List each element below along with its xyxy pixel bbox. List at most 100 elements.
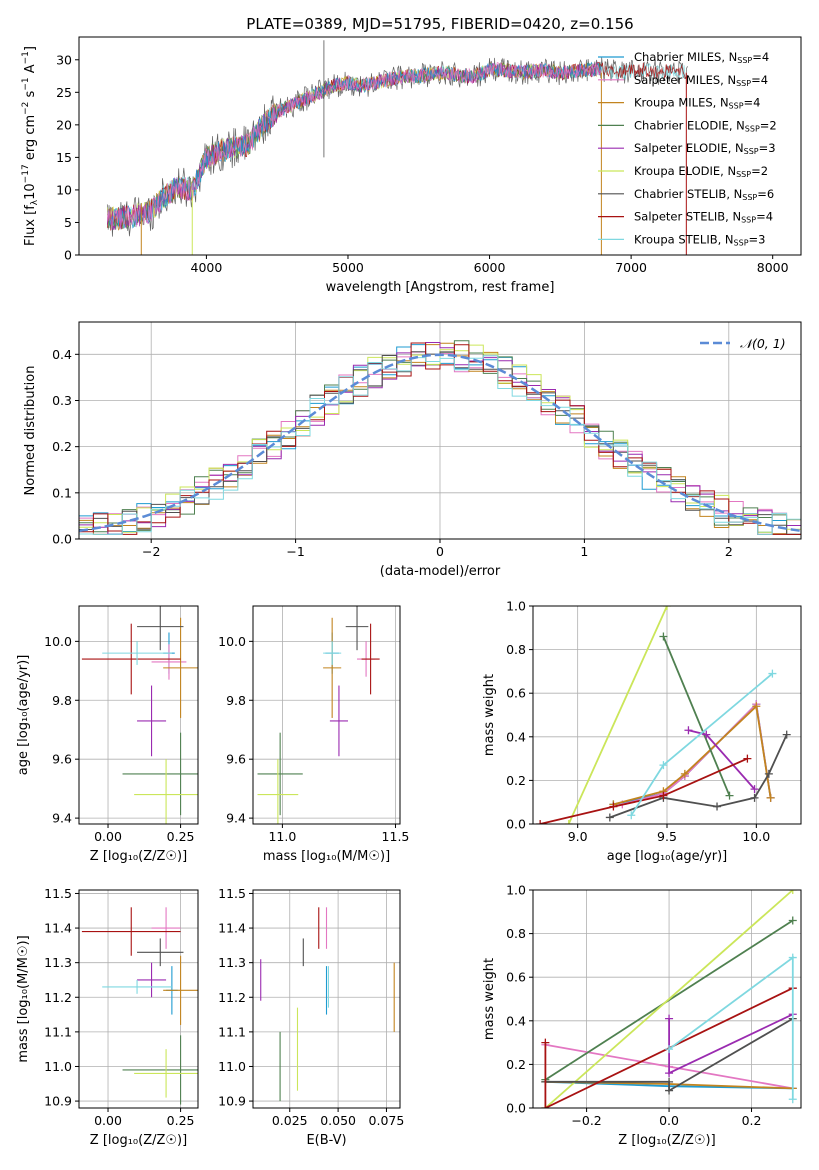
weight-marker	[750, 785, 759, 794]
x-tick-label: 0.0	[659, 1113, 679, 1128]
y-axis-label-part: erg cm	[23, 115, 38, 164]
weight-marker	[788, 953, 797, 962]
y-axis-label: mass weight	[482, 958, 497, 1040]
x-tick-label: 9.5	[657, 829, 677, 844]
y-tick-label: 0.8	[506, 926, 526, 941]
y-tick-label: 0.6	[506, 686, 526, 701]
spectrum-panel: 4000 5000 6000 7000 8000 0 5 10 15 20 25 30 waveleng…	[21, 36, 802, 295]
y-tick-label: 11.1	[218, 1024, 246, 1039]
legend-label: Kroupa STELIB, NSSP=3	[634, 232, 765, 247]
y-tick-label: 1.0	[506, 883, 526, 898]
y-tick-label: 0.3	[52, 393, 72, 408]
weight-marker	[782, 730, 791, 739]
y-tick-label: 11.3	[218, 955, 246, 970]
x-axis-label: age [log₁₀(age/yr)]	[607, 849, 728, 864]
y-tick-label: 0.1	[52, 485, 72, 500]
legend-label: Salpeter STELIB, NSSP=4	[634, 210, 773, 225]
points-group	[81, 606, 198, 824]
x-tick-label: 0.25	[167, 829, 195, 844]
y-tick-label: 10	[56, 182, 72, 197]
weight-marker	[750, 793, 759, 802]
x-tick-label: 2	[725, 544, 733, 559]
weight-marker	[752, 702, 761, 711]
weight-marker	[659, 632, 668, 641]
points-group	[257, 606, 380, 824]
spectrum-line	[106, 62, 602, 231]
weight-marker	[609, 802, 618, 811]
y-tick-label: 20	[56, 117, 72, 132]
y-tick-label: 0.0	[506, 817, 526, 832]
x-tick-label: 8000	[757, 260, 789, 275]
x-tick-label: 0.00	[94, 829, 122, 844]
legend-label-part: SSP	[736, 79, 751, 88]
weight-line	[539, 757, 748, 824]
y-axis-label: Normed distribution	[23, 366, 38, 496]
lines-group	[541, 890, 797, 1108]
legend-label: Kroupa MILES, NSSP=4	[634, 96, 760, 111]
y-tick-label: 0.8	[506, 642, 526, 657]
legend-label-part: SSP	[734, 238, 749, 247]
y-tick-label: 0.0	[52, 532, 72, 547]
legend-label-part: SSP	[729, 102, 744, 111]
x-tick-label: 0.075	[369, 1113, 405, 1128]
weight-marker	[766, 793, 775, 802]
x-tick-label: 0.00	[94, 1113, 122, 1128]
y-tick-label: 11.2	[218, 990, 246, 1005]
x-tick-label: 1	[580, 544, 588, 559]
weight-marker	[764, 769, 773, 778]
y-tick-label: 0.4	[52, 347, 72, 362]
weight-marker	[684, 726, 693, 735]
legend-label-part: =2	[760, 118, 777, 132]
weight-marker	[659, 791, 668, 800]
spectrum-line	[107, 61, 602, 229]
legend-label-part: =2	[751, 164, 768, 178]
weight-marker	[788, 890, 797, 894]
legend-label-part: Chabrier MILES, N	[634, 50, 737, 64]
y-tick-label: 30	[56, 52, 72, 67]
weight-marker	[659, 761, 668, 770]
x-axis-label: Z [log₁₀(Z/Z☉)]	[90, 1133, 187, 1148]
y-axis-label: Flux [fλ10−17 erg cm−2 s−1 A−1]	[21, 46, 40, 246]
legend-label: 𝒩(0, 1)	[740, 336, 786, 351]
legend-label-part: =4	[756, 210, 773, 224]
legend-label: Kroupa ELODIE, NSSP=2	[634, 164, 768, 179]
spectrum-line	[106, 62, 602, 231]
weight-marker	[627, 811, 636, 820]
legend-label-part: Salpeter STELIB, N	[634, 210, 741, 224]
y-axis-label: age [log₁₀(age/yr)]	[16, 655, 31, 776]
legend-label-part: SSP	[736, 170, 751, 179]
weight-marker	[665, 1069, 674, 1078]
y-axis-label-part: −17	[21, 164, 31, 183]
y-tick-label: 10.9	[44, 1094, 72, 1109]
x-tick-label: 9.0	[568, 829, 588, 844]
y-tick-label: 10.0	[218, 634, 246, 649]
legend-label-part: =4	[751, 73, 768, 87]
y-tick-label: 9.8	[226, 693, 246, 708]
y-axis-label-part: 10	[23, 183, 38, 200]
lines-group	[536, 606, 791, 824]
legend-label-part: SSP	[745, 124, 760, 133]
legend-label-part: Kroupa MILES, N	[634, 96, 729, 110]
y-tick-label: 25	[56, 85, 72, 100]
y-tick-label: 9.4	[52, 811, 72, 826]
y-tick-label: 11.2	[44, 990, 72, 1005]
y-tick-label: 0.2	[52, 439, 72, 454]
weight-marker	[788, 916, 797, 925]
axes-frame	[252, 889, 401, 1109]
x-axis-label: Z [log₁₀(Z/Z☉)]	[618, 1133, 715, 1148]
x-axis-label: E(B-V)	[306, 1133, 346, 1148]
legend-label-part: =3	[749, 232, 766, 246]
x-tick-label: −0.2	[571, 1113, 601, 1128]
weight-marker	[665, 1086, 674, 1095]
x-tick-label: 6000	[474, 260, 506, 275]
x-tick-label: 11.5	[382, 829, 410, 844]
axes-frame	[252, 605, 401, 825]
age-vs-mass-panel: 11.0 11.5 9.4 9.6 9.8 10.0 mass [log₁₀(M/M☉)]	[218, 605, 410, 864]
age-vs-z-panel: 0.00 0.25 9.4 9.6 9.8 10.0 Z [log₁₀(Z/Z☉)] age …	[16, 605, 199, 864]
legend-label-part: Kroupa ELODIE, N	[634, 164, 736, 178]
weight-marker	[768, 669, 777, 678]
figure-title: PLATE=0389, MJD=51795, FIBERID=0420, z=0…	[246, 15, 633, 33]
x-tick-label: 0.2	[742, 1113, 762, 1128]
x-axis-label: wavelength [Angstrom, rest frame]	[326, 280, 555, 295]
histogram-series	[78, 351, 802, 539]
